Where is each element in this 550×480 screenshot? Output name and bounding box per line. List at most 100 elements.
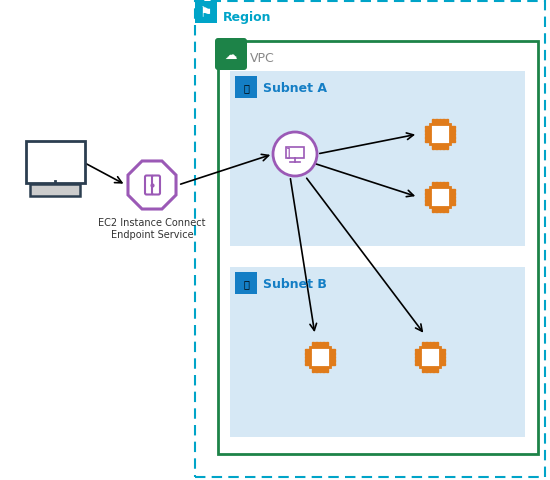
Bar	[319, 368, 321, 372]
Bar	[426, 368, 428, 372]
Text: Subnet A: Subnet A	[263, 81, 327, 94]
FancyBboxPatch shape	[145, 176, 153, 195]
Bar	[441, 349, 445, 351]
FancyBboxPatch shape	[25, 142, 85, 184]
FancyBboxPatch shape	[230, 267, 525, 437]
Bar	[429, 343, 431, 347]
Bar	[322, 343, 324, 347]
Text: 🔒: 🔒	[243, 278, 249, 288]
Bar	[426, 343, 428, 347]
Bar	[450, 141, 455, 143]
Bar	[432, 183, 434, 187]
Bar	[450, 193, 455, 195]
Text: VPC: VPC	[250, 51, 275, 64]
FancyBboxPatch shape	[30, 185, 80, 197]
Bar	[436, 343, 438, 347]
Bar	[326, 343, 328, 347]
Bar	[436, 368, 438, 372]
Bar	[415, 363, 420, 365]
Bar	[312, 343, 314, 347]
Bar	[425, 127, 430, 129]
FancyBboxPatch shape	[235, 273, 257, 294]
Bar	[425, 193, 430, 195]
Bar	[439, 120, 441, 124]
Bar	[450, 127, 455, 129]
Bar	[436, 208, 438, 212]
Bar	[450, 137, 455, 139]
Bar	[425, 196, 430, 199]
Bar	[432, 145, 434, 149]
Bar	[415, 353, 420, 355]
Bar	[425, 133, 430, 136]
Bar	[429, 368, 431, 372]
Bar	[305, 363, 310, 365]
Bar	[331, 360, 335, 362]
Bar	[446, 183, 448, 187]
Bar	[305, 360, 310, 362]
Bar	[446, 145, 448, 149]
Bar	[439, 208, 441, 212]
Bar	[425, 190, 430, 192]
Bar	[425, 130, 430, 132]
Bar	[305, 349, 310, 351]
Bar	[450, 196, 455, 199]
FancyBboxPatch shape	[215, 39, 247, 71]
FancyBboxPatch shape	[420, 347, 441, 368]
Bar	[442, 120, 444, 124]
FancyBboxPatch shape	[430, 124, 450, 145]
Bar	[441, 363, 445, 365]
Bar	[450, 190, 455, 192]
Bar	[442, 208, 444, 212]
Text: EC2 Instance Connect
Endpoint Service: EC2 Instance Connect Endpoint Service	[98, 217, 206, 239]
Bar	[316, 368, 318, 372]
Bar	[415, 356, 420, 359]
Bar	[316, 343, 318, 347]
Bar	[436, 183, 438, 187]
FancyBboxPatch shape	[235, 77, 257, 99]
Bar	[425, 204, 430, 205]
Bar	[415, 349, 420, 351]
Bar	[331, 356, 335, 359]
FancyBboxPatch shape	[286, 147, 304, 158]
Bar	[331, 363, 335, 365]
Bar	[331, 353, 335, 355]
Bar	[446, 120, 448, 124]
Bar	[442, 183, 444, 187]
Circle shape	[273, 133, 317, 177]
Bar	[305, 353, 310, 355]
Bar	[312, 368, 314, 372]
Bar	[446, 208, 448, 212]
Bar	[441, 356, 445, 359]
Bar	[319, 343, 321, 347]
Bar	[450, 204, 455, 205]
Bar	[425, 137, 430, 139]
Bar	[425, 141, 430, 143]
Bar	[441, 353, 445, 355]
Polygon shape	[128, 162, 176, 210]
Text: ☁: ☁	[225, 48, 237, 61]
Bar	[331, 349, 335, 351]
Bar	[422, 368, 424, 372]
Bar	[442, 145, 444, 149]
Bar	[415, 360, 420, 362]
Bar	[450, 133, 455, 136]
FancyBboxPatch shape	[152, 176, 160, 195]
Text: ]: ]	[285, 147, 290, 160]
Bar	[305, 356, 310, 359]
Bar	[450, 200, 455, 202]
Bar	[436, 145, 438, 149]
Bar	[432, 120, 434, 124]
Bar	[441, 360, 445, 362]
Text: 🔒: 🔒	[243, 83, 249, 93]
Bar	[422, 343, 424, 347]
Bar	[432, 368, 434, 372]
FancyBboxPatch shape	[195, 2, 217, 24]
Bar	[436, 120, 438, 124]
Text: Subnet B: Subnet B	[263, 277, 327, 290]
Bar	[425, 200, 430, 202]
FancyBboxPatch shape	[230, 72, 525, 247]
FancyBboxPatch shape	[310, 347, 331, 368]
Bar	[326, 368, 328, 372]
FancyBboxPatch shape	[32, 148, 78, 178]
Bar	[432, 208, 434, 212]
